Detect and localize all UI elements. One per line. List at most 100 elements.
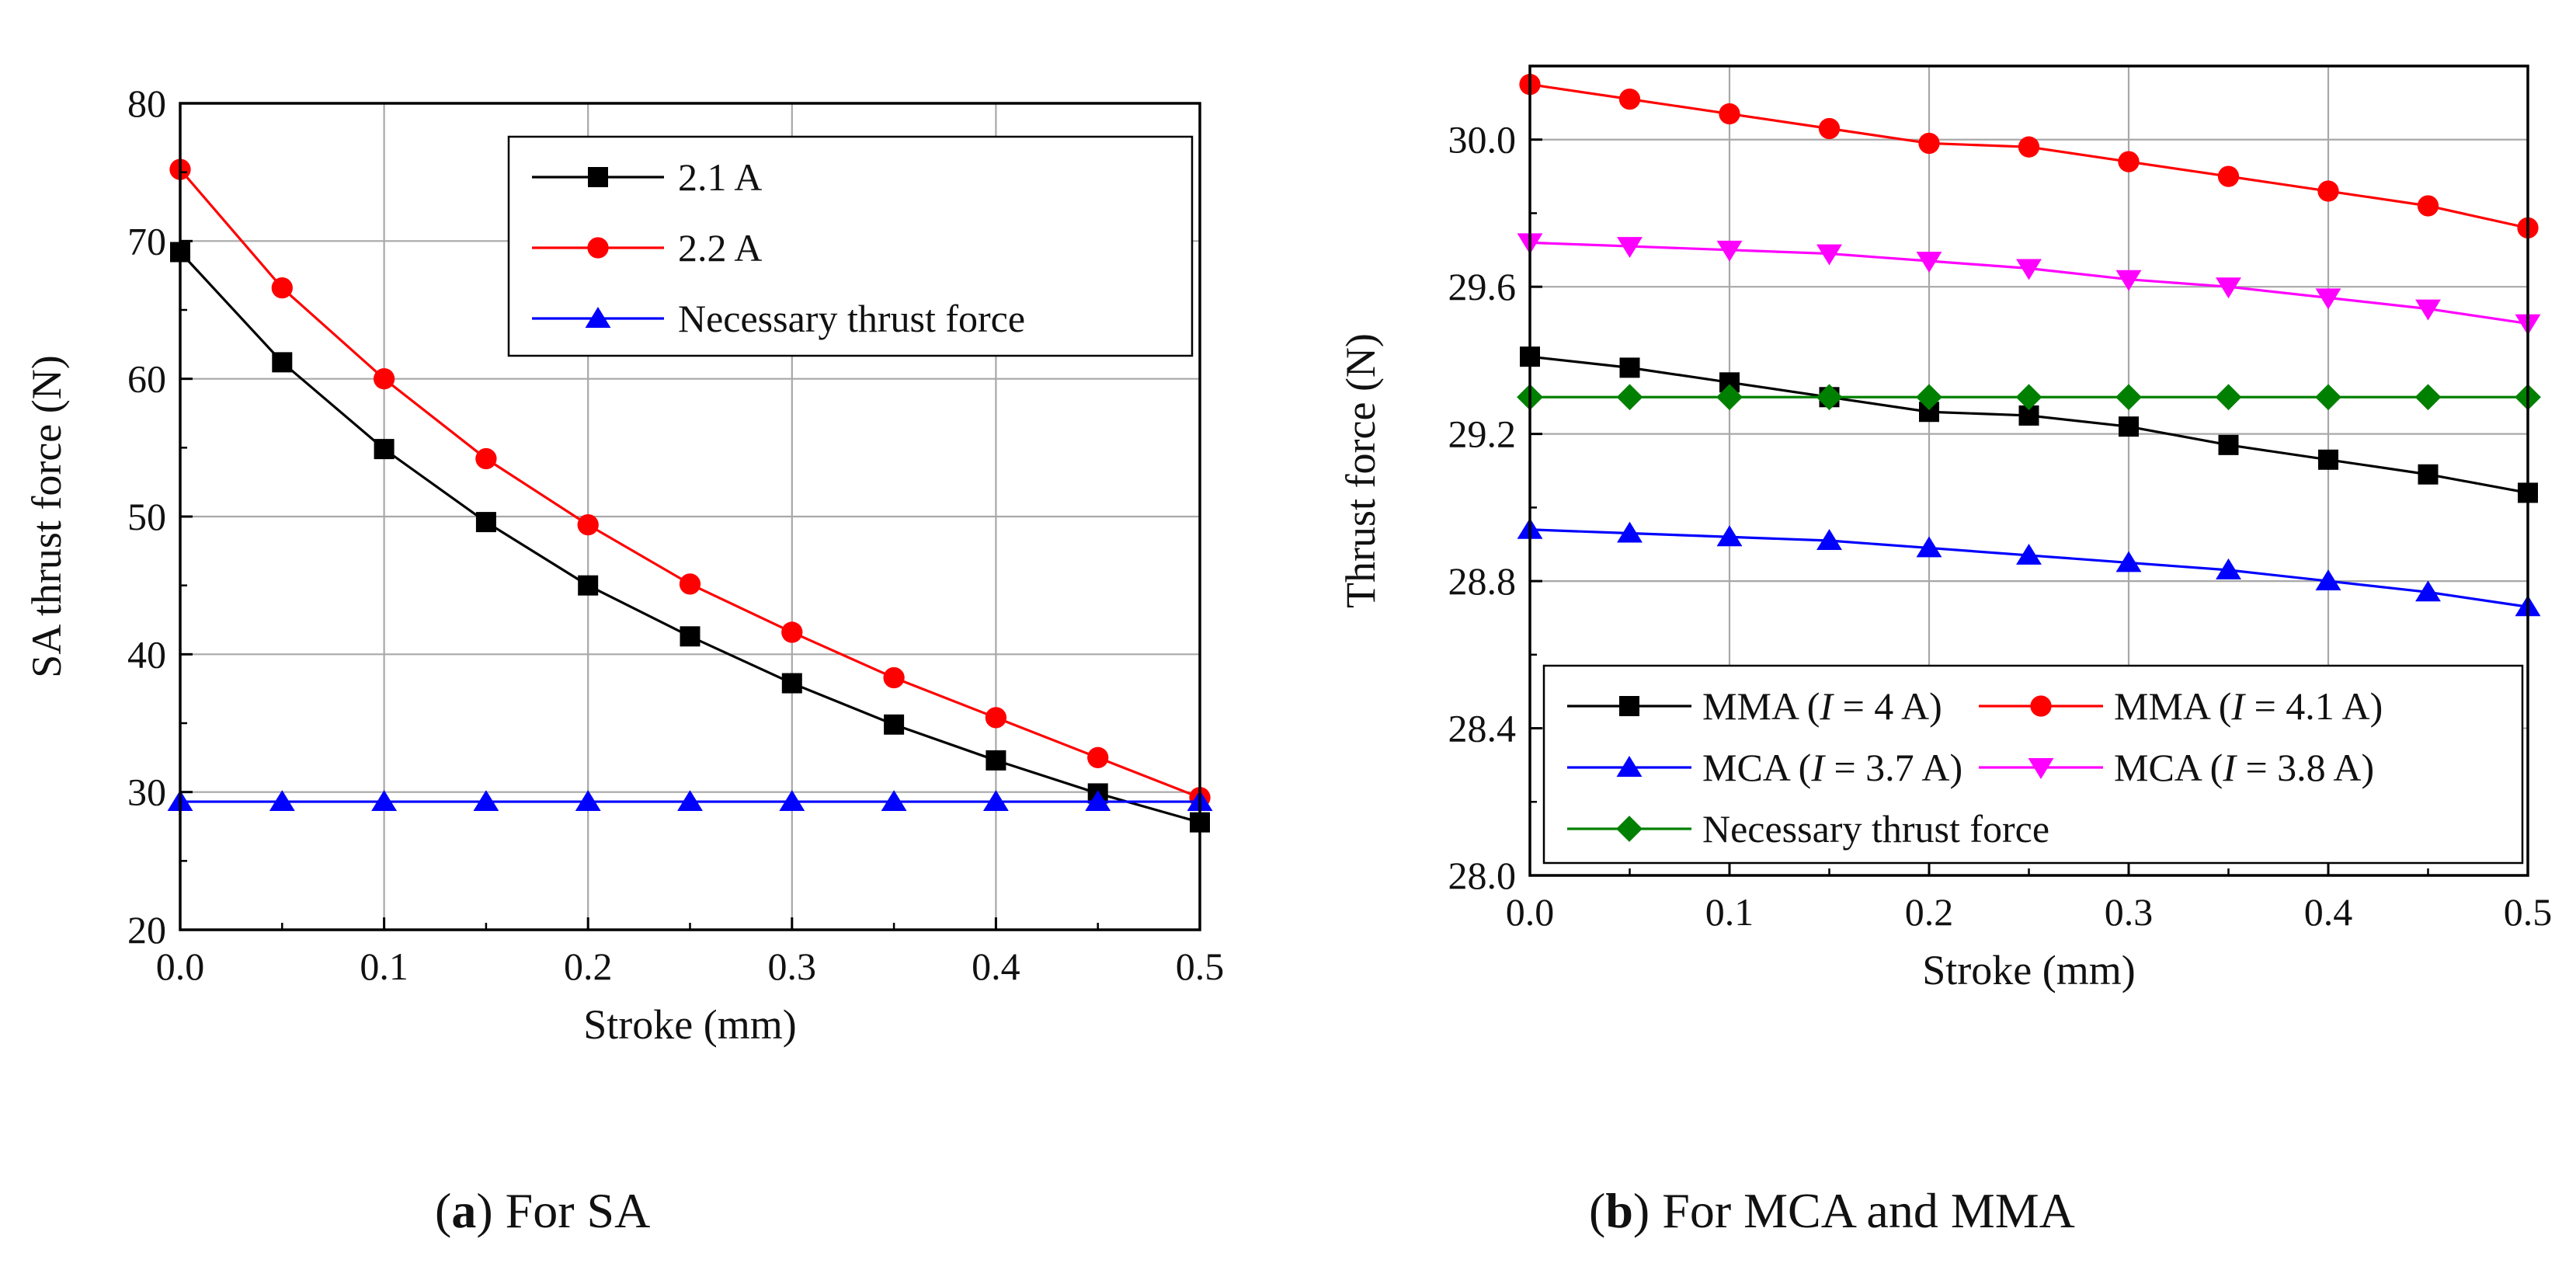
data-point <box>1716 240 1743 262</box>
data-point <box>2115 270 2142 291</box>
data-point <box>677 790 703 812</box>
data-point <box>1818 117 1841 140</box>
series-a-1 <box>169 158 1211 809</box>
y-tick-label: 28.8 <box>1448 559 1517 603</box>
x-tick-label: 0.1 <box>1705 890 1754 934</box>
data-point <box>269 790 295 812</box>
y-tick-label: 29.6 <box>1448 265 1517 308</box>
data-point <box>2215 384 2242 411</box>
data-point <box>1716 384 1743 411</box>
data-point <box>1719 103 1740 125</box>
data-point <box>680 626 700 647</box>
x-tick-label: 0.3 <box>768 945 817 988</box>
caption-paren: ( <box>435 1183 451 1238</box>
legend-label-var: I <box>2230 684 2246 728</box>
legend-marker <box>2028 758 2054 779</box>
data-point <box>2119 416 2139 437</box>
legend-label-var: I <box>1810 746 1826 789</box>
x-tick-label: 0.5 <box>1176 945 1225 988</box>
data-point <box>2216 558 2241 579</box>
data-point <box>2315 288 2341 310</box>
legend-marker <box>585 307 611 328</box>
data-point <box>1816 244 1842 266</box>
legend-label-part: = 4.1 A) <box>2244 684 2383 728</box>
x-axis-label: Stroke (mm) <box>583 1001 796 1048</box>
data-point <box>1916 536 1942 558</box>
y-tick-label: 50 <box>127 495 166 538</box>
caption-a: (a) For SA <box>435 1183 650 1238</box>
legend-marker <box>588 167 608 187</box>
legend-marker <box>1616 756 1643 777</box>
series-b-4 <box>1517 384 2541 411</box>
legend-label-part: = 3.7 A) <box>1824 746 1962 789</box>
data-point <box>1617 237 1643 259</box>
data-point <box>271 277 293 299</box>
legend-marker <box>1616 816 1643 842</box>
series-a-2 <box>167 790 1213 812</box>
legend-entry: MMA (I = 4 A) <box>1567 684 1942 728</box>
data-point <box>2415 299 2441 321</box>
data-point <box>1916 252 1942 273</box>
data-point <box>1085 790 1111 812</box>
data-point <box>1619 357 1640 378</box>
data-point <box>2016 543 2042 565</box>
legend-entry: 2.2 A <box>532 226 762 270</box>
x-tick-label: 0.5 <box>2504 890 2553 934</box>
legend-marker <box>587 237 609 259</box>
ticks-b: 0.0 0.1 0.2 0.3 0.4 0.5 28.0 28.4 28.8 29.2 29.6 30… <box>1448 118 2553 934</box>
data-point <box>272 352 293 373</box>
series-line <box>1529 528 2529 608</box>
y-tick-label: 28.0 <box>1448 854 1517 897</box>
data-point <box>2317 180 2339 202</box>
legend-label: 2.2 A <box>678 226 762 270</box>
legend-marker <box>1619 696 1639 716</box>
data-point <box>781 621 803 643</box>
y-axis-label: SA thrust force (N) <box>23 355 70 677</box>
data-point <box>986 750 1006 771</box>
legend-label-var: I <box>2222 746 2237 789</box>
caption-paren: ( <box>1589 1183 1605 1238</box>
legend-label: Necessary thrust force <box>1702 807 2049 851</box>
legend-label-var: I <box>1819 684 1834 728</box>
y-tick-label: 60 <box>127 357 166 401</box>
legend-entry: Necessary thrust force <box>1567 807 2049 851</box>
y-tick-label: 29.2 <box>1448 412 1517 456</box>
data-point <box>2417 195 2439 217</box>
legend-b: MMA (I = 4 A) MMA (I = 4.1 A)MCA (I = 3.7… <box>1542 664 2524 865</box>
y-tick-label: 80 <box>127 82 166 125</box>
data-point <box>2315 384 2341 411</box>
y-axis-label: Thrust force (N) <box>1337 333 1384 608</box>
y-tick-label: 40 <box>127 632 166 676</box>
x-tick-label: 0.4 <box>972 945 1020 988</box>
legend-label-part: MCA ( <box>2114 746 2223 789</box>
caption-letter: a <box>451 1183 476 1238</box>
data-point <box>475 447 497 470</box>
data-point <box>1617 521 1643 543</box>
x-tick-label: 0.4 <box>2304 890 2353 934</box>
series-a-0 <box>170 242 1210 833</box>
caption-b: (b) For MCA and MMA <box>1589 1183 2075 1238</box>
data-point <box>781 673 802 694</box>
data-point <box>2218 434 2239 455</box>
data-point <box>2118 151 2140 172</box>
data-point <box>1618 88 1641 110</box>
data-point <box>1816 384 1843 411</box>
data-point <box>2115 551 2142 572</box>
data-point <box>1916 384 1942 411</box>
data-point <box>2415 580 2441 602</box>
legend-label-part: MMA ( <box>2114 684 2231 728</box>
legend-label: MCA (I = 3.8 A) <box>2114 746 2374 789</box>
data-point <box>881 790 907 812</box>
data-point <box>2015 384 2042 411</box>
data-point <box>1616 384 1643 411</box>
x-tick-label: 0.2 <box>564 945 613 988</box>
legend-label-part: = 3.8 A) <box>2236 746 2374 789</box>
data-point <box>2318 449 2338 470</box>
data-point <box>374 439 395 460</box>
data-point <box>679 573 701 595</box>
data-point <box>985 707 1007 729</box>
y-tick-label: 70 <box>127 219 166 263</box>
data-point <box>2217 165 2240 187</box>
series-b-1 <box>1519 74 2539 239</box>
